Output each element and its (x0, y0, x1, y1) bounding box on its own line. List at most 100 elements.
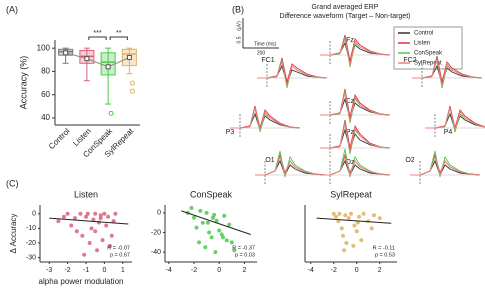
chart-title: SylRepeat (330, 189, 372, 199)
y-axis-label: Δ Accuracy (9, 213, 18, 253)
erp-trace (320, 148, 391, 178)
chart-title: Listen (74, 189, 98, 199)
point (74, 229, 79, 234)
point (102, 211, 107, 216)
point (198, 208, 203, 213)
point (359, 238, 364, 243)
erp-trace (320, 41, 391, 65)
electrode-label: O2 (405, 157, 414, 164)
legend-label: SylRepeat (414, 61, 442, 67)
y-tick-label: -20 (151, 229, 161, 236)
point (337, 211, 342, 216)
erp-trace (320, 37, 391, 66)
point (87, 241, 92, 245)
erp-trace (257, 64, 328, 86)
erp-trace (320, 123, 391, 153)
electrode-label: P3 (226, 129, 235, 136)
point (366, 219, 371, 224)
point (78, 211, 83, 216)
x-tick-label: 0 (102, 267, 106, 274)
point (334, 214, 339, 219)
point (98, 216, 103, 221)
point (220, 235, 225, 240)
chart-subtitle: Difference waveform (Target – Non-target… (280, 13, 411, 20)
erp-trace (320, 159, 391, 177)
mean-marker (63, 50, 69, 56)
x-tick-label: 0 (217, 267, 221, 274)
point (80, 233, 85, 238)
point (111, 219, 116, 224)
stat-label: R = -0.07 (107, 245, 130, 251)
stat-label: R = -0.11 (373, 245, 395, 251)
point (100, 238, 105, 243)
point (69, 223, 74, 228)
significance-label: *** (93, 30, 101, 37)
scale-bar-label: 0.5 (236, 36, 242, 43)
outlier (129, 88, 135, 94)
significance-bracket (88, 36, 107, 40)
x-tick-label: -2 (331, 267, 337, 274)
point (349, 211, 353, 216)
electrode-label: P4 (444, 129, 453, 136)
point (204, 210, 209, 215)
point (361, 211, 366, 216)
point (65, 211, 70, 216)
point (200, 220, 205, 225)
point (209, 235, 214, 240)
y-axis-label: Accuracy (%) (18, 56, 28, 110)
erp-trace (410, 159, 481, 177)
y-tick-label: -30 (26, 254, 36, 261)
electrode-label: O1 (265, 157, 274, 164)
point (95, 248, 100, 253)
mean-marker (105, 64, 111, 70)
erp-trace (410, 155, 481, 177)
scale-bar-label: 200 (257, 50, 266, 56)
electrode-label: FC1 (261, 57, 274, 64)
erp-trace (255, 155, 326, 177)
point (93, 229, 98, 234)
point (104, 223, 109, 228)
electrode-label: Oz (346, 159, 355, 166)
point (194, 225, 199, 230)
mean-marker (84, 56, 90, 62)
mean-line (65, 52, 130, 68)
erp-trace (320, 34, 391, 62)
point (82, 252, 87, 257)
point (61, 214, 66, 219)
stat-label: p = 0.67 (110, 252, 130, 258)
erp-trace (320, 97, 391, 121)
x-tick-label: -2 (64, 267, 70, 274)
x-tick-label: 2 (378, 267, 382, 274)
point (354, 229, 359, 234)
x-tick-label: Control (47, 126, 72, 151)
x-tick-label: -3 (46, 267, 52, 274)
point (113, 211, 118, 216)
point (214, 218, 219, 223)
x-tick-label: -2 (191, 267, 197, 274)
legend-label: Listen (414, 41, 430, 47)
point (93, 211, 98, 216)
y-tick-label: 40 (41, 113, 50, 122)
x-tick-label: -1 (83, 267, 89, 274)
y-tick-label: 60 (41, 90, 50, 99)
y-tick-label: 0 (157, 210, 161, 217)
panel-label: (C) (6, 178, 19, 188)
legend-box (393, 26, 463, 70)
point (109, 233, 114, 238)
erp-trace (410, 150, 481, 178)
point (372, 213, 376, 218)
point (227, 222, 232, 227)
x-tick-label: 2 (242, 267, 246, 274)
stat-label: p = 0.53 (375, 252, 395, 258)
fit-line (49, 217, 129, 225)
chart-title: ConSpeak (190, 189, 233, 199)
point (91, 217, 96, 222)
point (213, 250, 218, 255)
point (224, 238, 229, 243)
point (56, 219, 61, 224)
erp-trace (412, 59, 483, 87)
point (212, 212, 217, 217)
mean-marker (126, 54, 132, 60)
point (344, 241, 349, 245)
